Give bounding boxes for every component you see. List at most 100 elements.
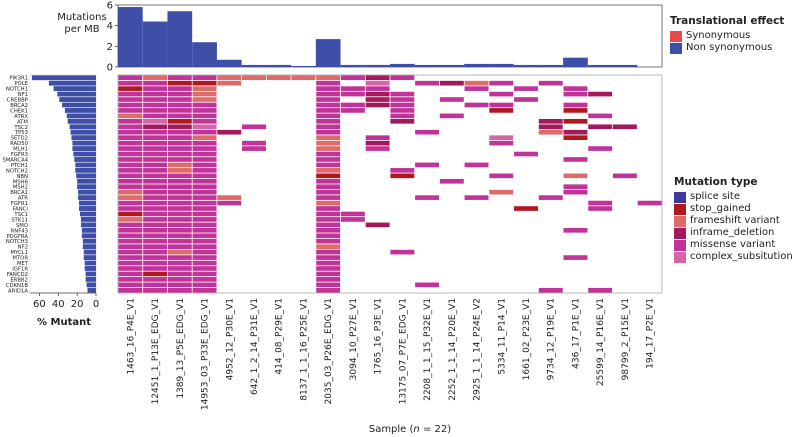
heatmap-cell (143, 173, 168, 179)
heatmap-cell (316, 168, 341, 173)
heatmap-cell (316, 189, 341, 195)
heatmap-cell (563, 157, 588, 162)
heatmap-cell (316, 86, 341, 91)
percent-mutant-bar (66, 113, 96, 119)
percent-mutant-bar (79, 200, 96, 206)
sample-label: 2208_1_1_15_P32E_V1 (423, 298, 433, 401)
gene-label: ARID1A (8, 288, 28, 294)
legend-effect-swatch (670, 42, 682, 54)
heatmap-cell (192, 157, 217, 162)
heatmap-cell (563, 228, 588, 233)
heatmap-cell (192, 146, 217, 151)
heatmap-cell (118, 135, 143, 140)
gene-label: ERBB2 (10, 277, 28, 283)
heatmap-cell (514, 151, 538, 157)
heatmap-cell (192, 168, 217, 173)
heatmap-cell (340, 211, 365, 217)
heatmap-cell (192, 173, 217, 179)
heatmap-cell (192, 108, 217, 113)
heatmap-cell (143, 119, 168, 124)
heatmap-cell (167, 151, 192, 157)
heatmap-cell (143, 271, 168, 277)
percent-mutant-bar (83, 255, 96, 260)
heatmap-cell (167, 217, 192, 222)
heatmap-cell (365, 146, 390, 151)
percent-mutant-bar (79, 211, 96, 217)
heatmap-cell (192, 233, 217, 239)
heatmap-cell (365, 222, 390, 228)
heatmap-cell (316, 238, 341, 244)
sample-label: 3094_10_P27E_V1 (349, 298, 359, 380)
percent-mutant-bar (62, 102, 96, 108)
mutation-burden-bar (118, 7, 143, 68)
gene-label: IGF1R (12, 266, 28, 272)
heatmap-cell (316, 206, 341, 211)
heatmap-cell (167, 129, 192, 135)
heatmap-cell (242, 75, 266, 81)
heatmap-cell (167, 206, 192, 211)
heatmap-cell (340, 108, 365, 113)
heatmap-cell (192, 238, 217, 244)
heatmap-cell (390, 173, 415, 179)
heatmap-cell (118, 173, 143, 179)
heatmap-cell (143, 217, 168, 222)
heatmap-cell (167, 119, 192, 124)
heatmap-cell (316, 228, 341, 233)
sample-label: 25599_14_P16E_V1 (596, 298, 606, 386)
heatmap-cell (192, 255, 217, 260)
heatmap-cell (316, 124, 341, 130)
heatmap-cell (192, 195, 217, 200)
heatmap-cell (143, 91, 168, 97)
percent-mutant-bar (77, 178, 96, 184)
legend-type-swatch (674, 227, 686, 239)
heatmap-cell (365, 97, 390, 102)
heatmap-cell (439, 97, 464, 102)
heatmap-cell (143, 200, 168, 206)
legend-type-label: stop_gained (690, 203, 751, 214)
heatmap-cell (143, 282, 168, 288)
heatmap-cell (192, 75, 217, 81)
heatmap-cell (390, 75, 415, 81)
heatmap-cell (390, 113, 415, 119)
heatmap-cell (464, 102, 489, 108)
heatmap-cell (415, 282, 440, 288)
heatmap-cell (514, 86, 538, 91)
heatmap-cell (143, 255, 168, 260)
heatmap-cell (316, 140, 341, 146)
heatmap-cell (167, 260, 192, 266)
percent-mutant-bar (72, 140, 96, 146)
heatmap-cell (192, 129, 217, 135)
heatmap-cell (365, 86, 390, 91)
percent-mutant-bar (84, 260, 96, 266)
gene-label: CDKN1B (6, 283, 29, 289)
legend-type-item: frameshift variant (674, 215, 792, 227)
heatmap-cell (316, 157, 341, 162)
heatmap-cell (167, 255, 192, 260)
heatmap-cell (563, 189, 588, 195)
heatmap-cell (192, 260, 217, 266)
heatmap-cell (316, 195, 341, 200)
heatmap-cell (365, 91, 390, 97)
heatmap-cell (192, 113, 217, 119)
heatmap-cell (563, 91, 588, 97)
heatmap-cell (167, 146, 192, 151)
mutation-burden-bar (538, 64, 564, 67)
heatmap-cell (118, 184, 143, 190)
heatmap-cell (464, 86, 489, 91)
sample-label: 13175_07_P7E_EDG_V1 (398, 298, 408, 404)
gene-label: POLE (14, 81, 28, 87)
heatmap-cell (143, 206, 168, 211)
gene-label: ATRX (14, 114, 28, 120)
sample-label: 14953_03_P33E_EDG_V1 (201, 298, 211, 410)
gene-label: NOTCH1 (6, 87, 28, 93)
heatmap-cell (390, 97, 415, 102)
mutation-burden-bar (167, 11, 193, 67)
percent-mutant-bar (80, 217, 96, 222)
percent-mutant-bar (59, 97, 96, 102)
heatmap-cell (143, 162, 168, 168)
legend-effect-item: Non synonymous (670, 42, 784, 54)
heatmap-cell (143, 151, 168, 157)
heatmap-cell (192, 178, 217, 184)
